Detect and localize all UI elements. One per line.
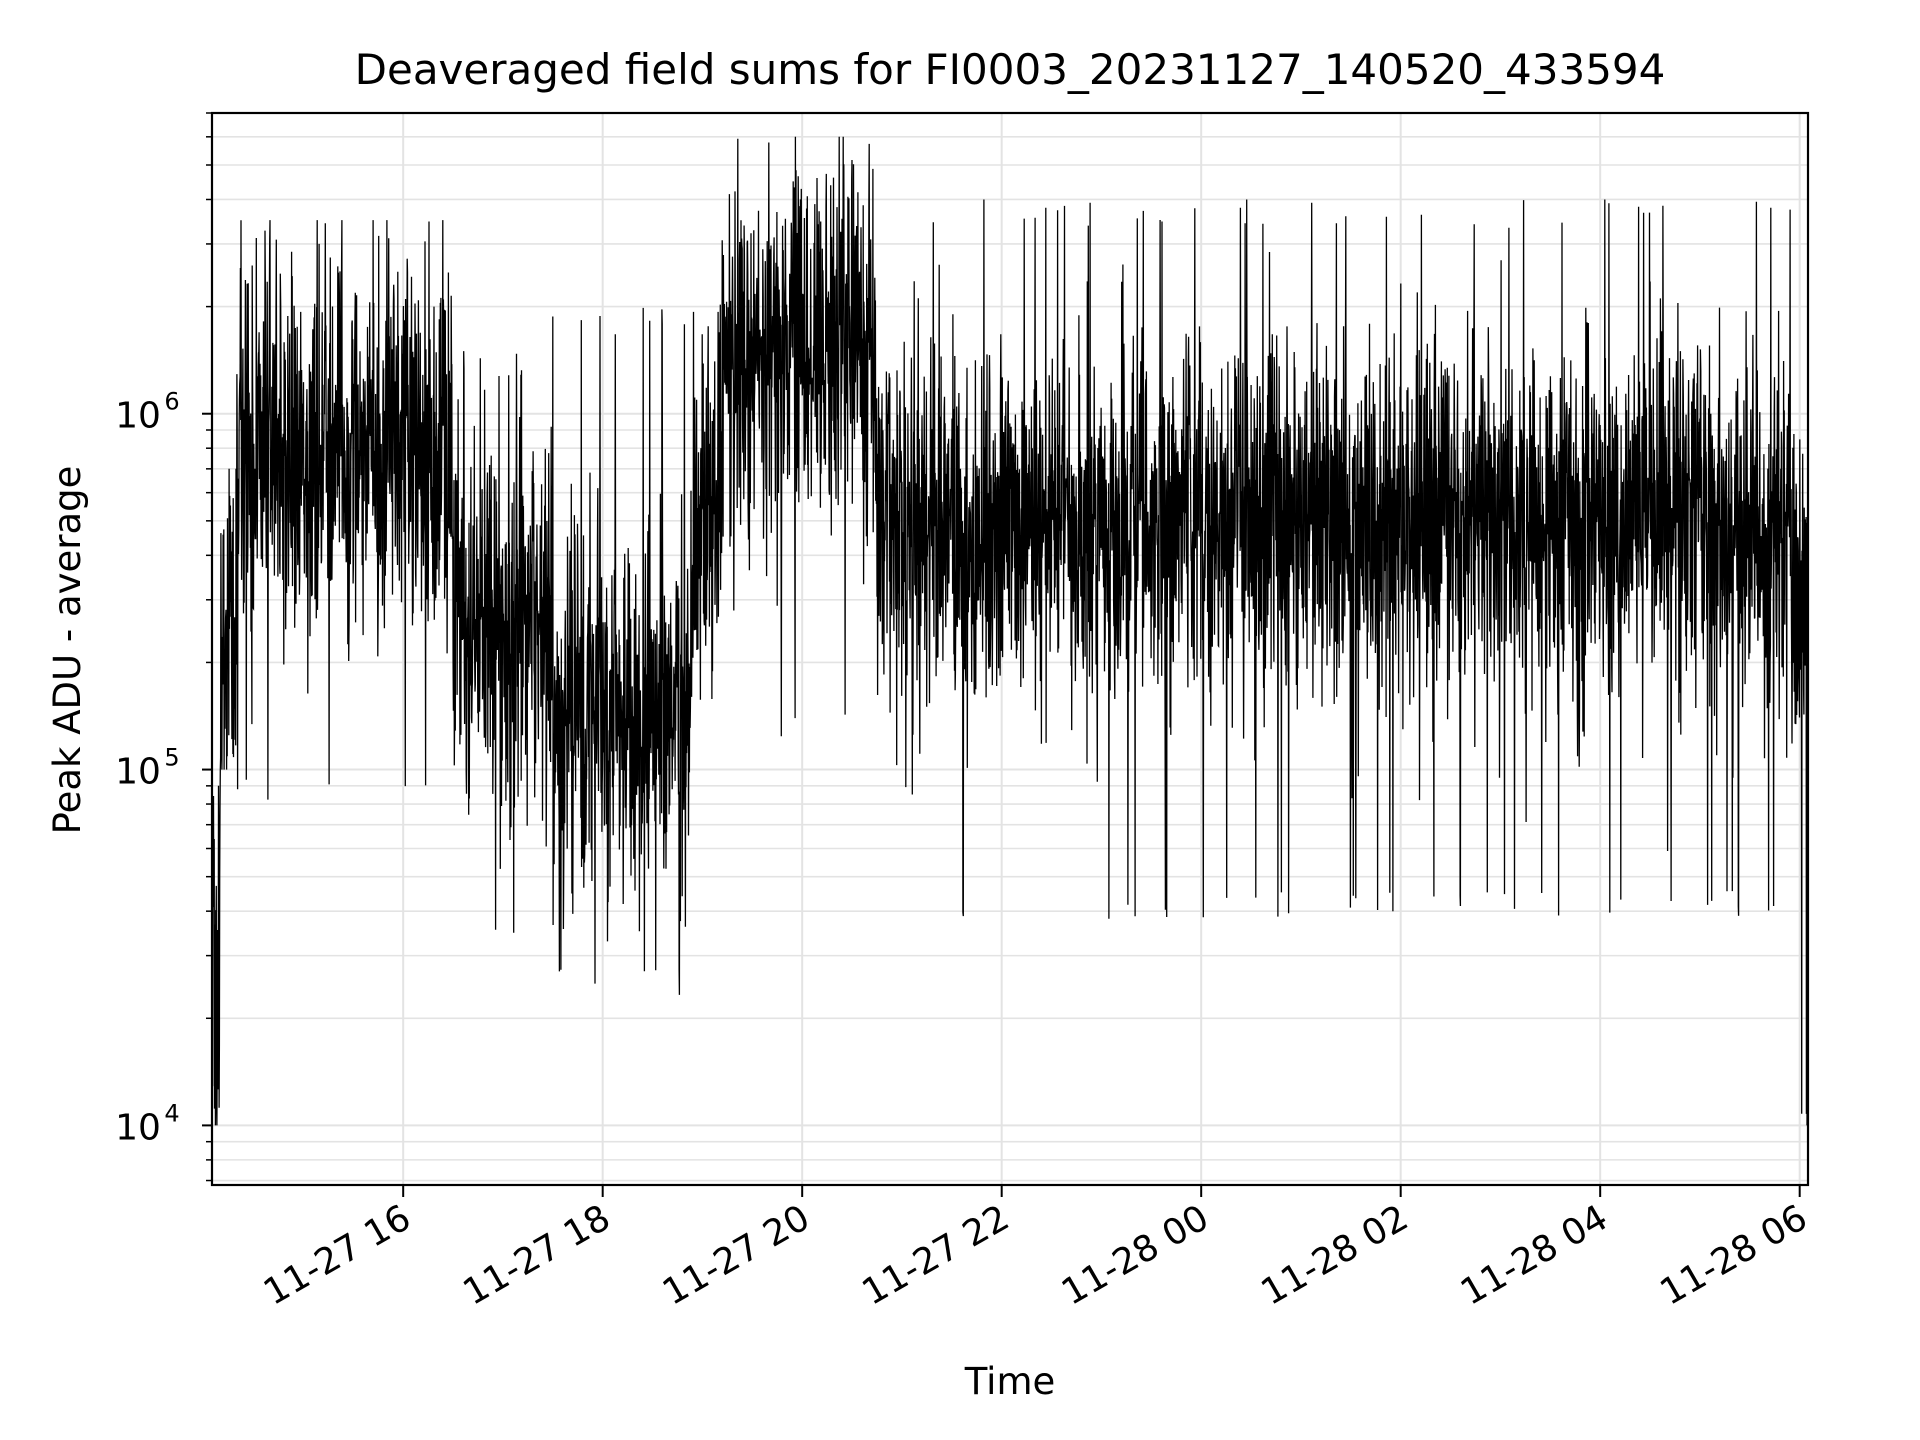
- y-axis-label: Peak ADU - average: [46, 466, 89, 835]
- svg-text:10: 10: [115, 1107, 161, 1148]
- series-line: [211, 136, 1809, 1126]
- svg-text:4: 4: [164, 1099, 179, 1127]
- svg-text:10: 10: [115, 752, 161, 793]
- svg-text:6: 6: [164, 388, 179, 416]
- x-axis-label: Time: [964, 1360, 1056, 1403]
- plot-frame: [210, 111, 1810, 1187]
- svg-text:10: 10: [115, 396, 161, 437]
- svg-text:5: 5: [164, 744, 179, 772]
- y-tick-label: 10 6: [115, 388, 180, 437]
- chart-title: Deaveraged field sums for FI0003_2023112…: [355, 45, 1666, 94]
- y-tick-label: 10 4: [115, 1099, 180, 1148]
- series-path: [211, 136, 1809, 1126]
- y-tick-label: 10 5: [115, 744, 180, 793]
